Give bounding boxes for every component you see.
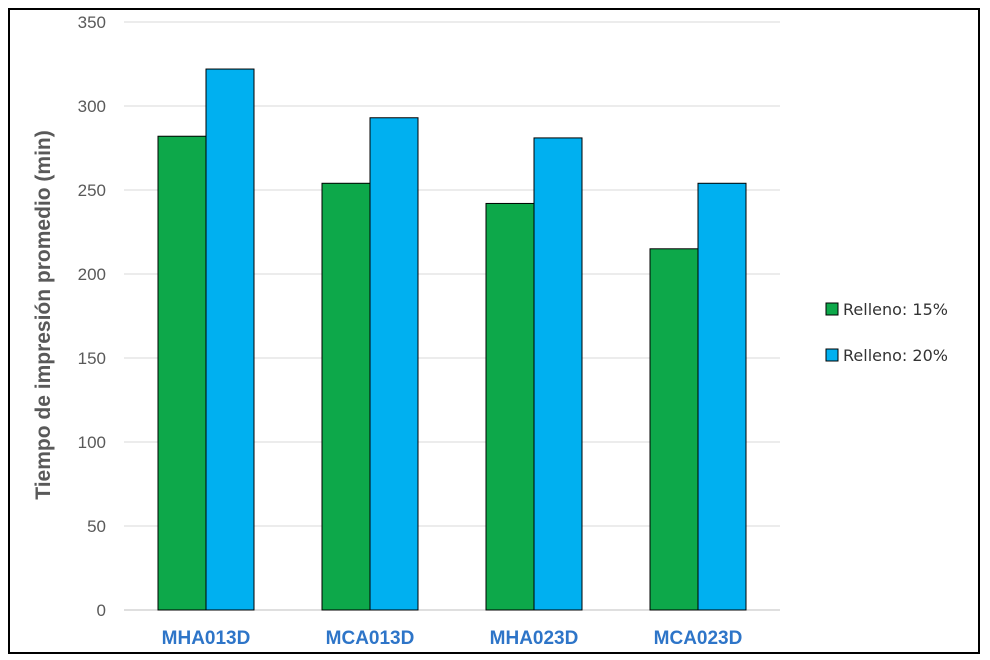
- category-label: MHA023D: [490, 628, 579, 649]
- y-tick-labels: 0 50 100 150 200 250 300 350: [78, 13, 106, 620]
- category-label: MCA023D: [654, 628, 743, 649]
- y-tick-label: 300: [78, 97, 106, 116]
- y-tick-label: 150: [78, 349, 106, 368]
- bar-mha013d-relleno-20: [205, 68, 255, 611]
- y-tick-label: 100: [78, 433, 106, 452]
- category-label: MHA013D: [162, 628, 251, 649]
- bars: [157, 68, 747, 611]
- bar-mca013d-relleno-15: [321, 182, 371, 611]
- y-tick-label: 50: [87, 517, 106, 536]
- bar-mha023d-relleno-15: [485, 202, 535, 611]
- y-tick-label: 350: [78, 13, 106, 32]
- legend-label: Relleno: 15%: [843, 300, 948, 319]
- y-axis-label: Tiempo de impresión promedio (min): [32, 130, 55, 499]
- bar-mha023d-relleno-20: [533, 137, 583, 611]
- bar-mha013d-relleno-15: [157, 135, 207, 611]
- legend: Relleno: 15% Relleno: 20%: [825, 300, 948, 365]
- bar-mca013d-relleno-20: [369, 117, 419, 611]
- category-label: MCA013D: [326, 628, 415, 649]
- y-tick-label: 0: [97, 601, 106, 620]
- legend-label: Relleno: 20%: [843, 346, 948, 365]
- y-tick-label: 200: [78, 265, 106, 284]
- legend-swatch: [825, 302, 839, 316]
- legend-swatch: [825, 348, 839, 362]
- bar-mca023d-relleno-15: [649, 248, 699, 611]
- bar-mca023d-relleno-20: [697, 182, 747, 611]
- category-labels: MHA013D MCA013D MHA023D MCA023D: [162, 628, 743, 649]
- y-tick-label: 250: [78, 181, 106, 200]
